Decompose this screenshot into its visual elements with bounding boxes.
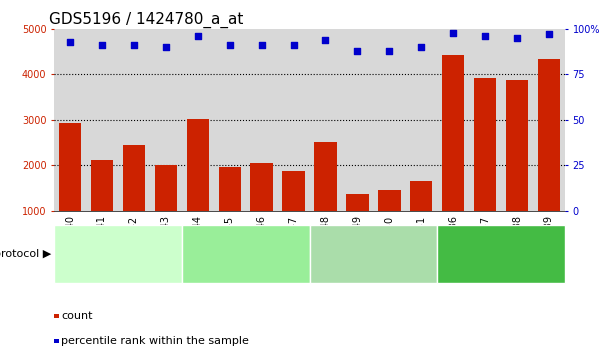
Bar: [538, 59, 560, 211]
Point: [225, 42, 234, 48]
Bar: [442, 55, 465, 211]
Point: [353, 48, 362, 54]
Point: [512, 35, 522, 41]
Point: [288, 42, 298, 48]
Point: [480, 33, 490, 39]
Bar: [186, 119, 209, 211]
Text: untreated control: untreated control: [453, 249, 550, 259]
Text: count: count: [61, 311, 93, 321]
Point: [66, 39, 75, 45]
Text: interferon-γ: interferon-γ: [85, 249, 151, 259]
Text: percentile rank within the sample: percentile rank within the sample: [61, 336, 249, 346]
Point: [385, 48, 394, 54]
Bar: [346, 194, 368, 211]
Point: [129, 42, 139, 48]
Point: [544, 32, 554, 37]
Bar: [59, 123, 81, 211]
Text: interferon-γ +
lipopolysaccharide: interferon-γ + lipopolysaccharide: [322, 243, 426, 265]
Bar: [251, 163, 273, 211]
Bar: [474, 78, 496, 211]
Bar: [506, 80, 528, 211]
Bar: [123, 145, 145, 211]
Point: [161, 44, 171, 50]
Bar: [410, 181, 433, 211]
Bar: [282, 171, 305, 211]
Text: protocol ▶: protocol ▶: [0, 249, 51, 259]
Bar: [219, 167, 241, 211]
Bar: [154, 165, 177, 211]
Point: [416, 44, 426, 50]
Point: [448, 30, 458, 36]
Point: [97, 42, 107, 48]
Point: [321, 37, 331, 43]
Text: GDS5196 / 1424780_a_at: GDS5196 / 1424780_a_at: [49, 12, 243, 28]
Bar: [378, 189, 400, 211]
Text: lipopolysaccharide: lipopolysaccharide: [194, 249, 297, 259]
Bar: [91, 160, 113, 211]
Bar: [314, 142, 337, 211]
Point: [257, 42, 266, 48]
Point: [193, 33, 203, 39]
